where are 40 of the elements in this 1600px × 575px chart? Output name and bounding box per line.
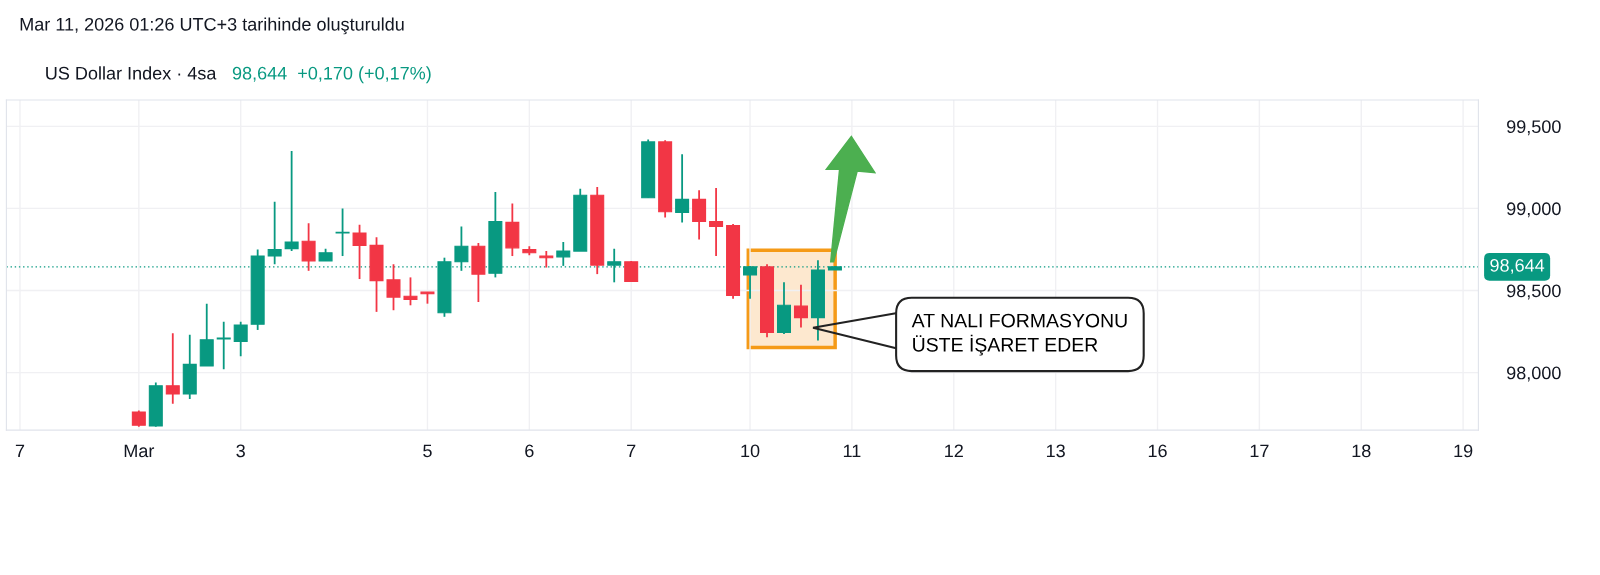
- candlestick: [386, 263, 401, 312]
- candlestick: [284, 150, 299, 253]
- y-tick-label: 99,000: [1507, 202, 1561, 218]
- y-tick-label: 98,500: [1507, 284, 1561, 300]
- candlestick: [267, 200, 282, 266]
- candlestick: [793, 283, 808, 329]
- x-tick-label: 17: [1250, 444, 1269, 458]
- text: 98,644 +0,170 (+0,17%): [232, 66, 431, 84]
- candlestick: [352, 223, 367, 280]
- candlestick: [216, 320, 231, 371]
- x-tick-label: 16: [1148, 444, 1167, 458]
- x-tick-label: 7: [15, 444, 25, 458]
- candlestick: [675, 153, 690, 224]
- y-tick-label: 98,000: [1507, 366, 1561, 382]
- candlestick: [335, 207, 350, 257]
- candlestick: [165, 332, 180, 405]
- candlestick: [454, 225, 469, 272]
- candlestick: [556, 241, 571, 267]
- candlestick: [233, 320, 248, 358]
- y-tick-label: 99,500: [1507, 120, 1561, 136]
- x-tick-label: 12: [945, 444, 963, 458]
- candlestick: [692, 189, 707, 241]
- x-tick-label: 13: [1046, 444, 1065, 458]
- x-tick-label: 6: [525, 444, 534, 458]
- annotation: AT NALI FORMASYONU ÜSTE İŞARET EDER: [911, 313, 1127, 356]
- candlestick: [709, 186, 724, 257]
- x-tick-label: 7: [627, 444, 636, 458]
- x-tick-label: Mar: [124, 444, 155, 458]
- x-tick-label: 18: [1352, 444, 1371, 458]
- x-tick-label: 3: [236, 444, 245, 458]
- candlestick: [539, 250, 554, 269]
- candlestick: [403, 276, 418, 307]
- x-tick-label: 19: [1454, 444, 1473, 458]
- ref-line-label: 98,644: [1490, 258, 1545, 274]
- x-tick-label: 11: [843, 444, 861, 458]
- x-tick-label: 10: [741, 444, 760, 458]
- candlestick: [301, 222, 316, 272]
- x-tick-label: 5: [423, 444, 432, 458]
- chart-title: US Dollar Index · 4sa: [46, 66, 217, 80]
- text: Mar 11, 2026 01:26 UTC+3 tarihinde oluşturuldu: [20, 17, 404, 35]
